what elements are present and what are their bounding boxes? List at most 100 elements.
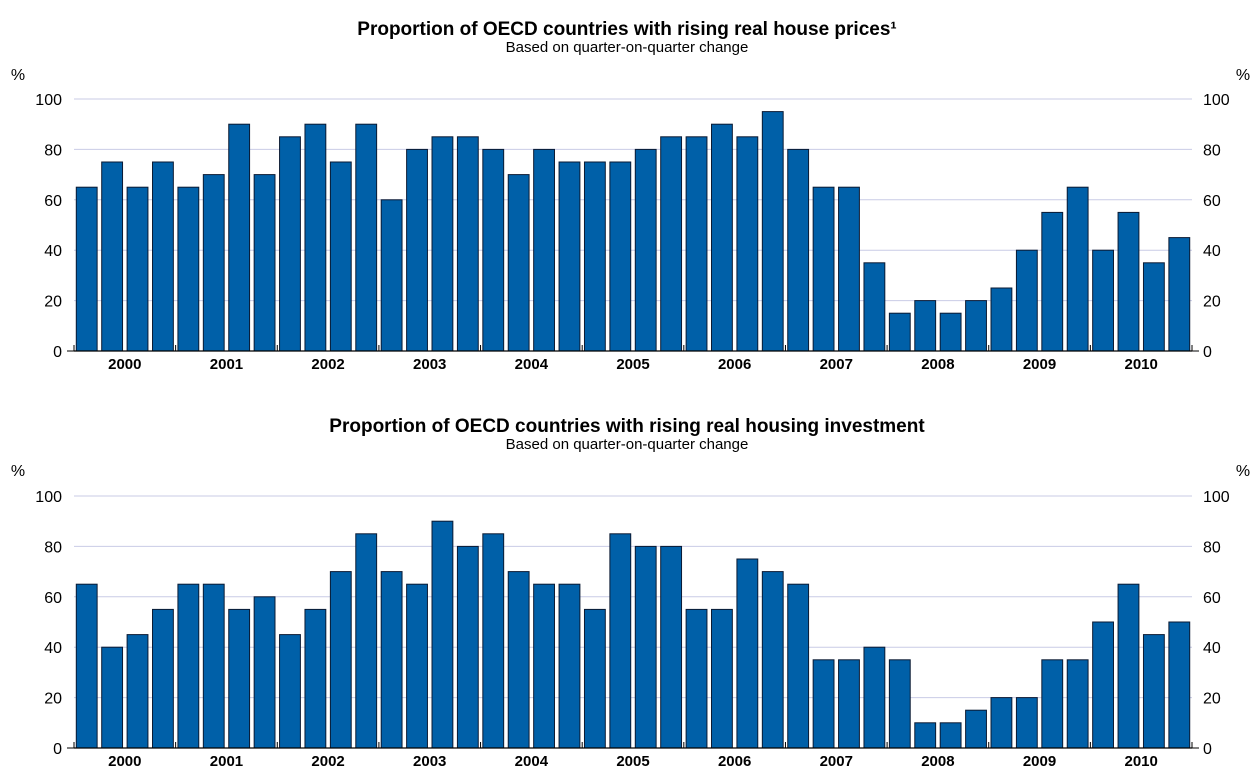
y-tick-label-left: 20 <box>44 294 62 311</box>
y-tick-label-right: 80 <box>1203 142 1221 159</box>
x-tick-label: 2007 <box>820 356 853 373</box>
bar <box>253 596 276 749</box>
y-tick-label-right: 60 <box>1203 193 1221 210</box>
axes <box>67 345 1199 352</box>
x-tick-label: 2004 <box>515 753 549 768</box>
bar <box>888 659 911 749</box>
bar <box>914 300 937 352</box>
bar <box>177 583 200 749</box>
y-tick-label-left: 60 <box>44 590 62 607</box>
bar <box>838 659 860 749</box>
y-tick-label-right: 60 <box>1203 590 1221 607</box>
bar <box>660 545 683 749</box>
bar <box>583 161 606 352</box>
y-tick-label-right: 40 <box>1203 243 1221 260</box>
bar <box>533 148 555 352</box>
bar <box>990 287 1013 352</box>
bar <box>431 136 454 352</box>
x-tick-label: 2001 <box>210 356 243 373</box>
bar <box>152 161 174 352</box>
x-tick-label: 2010 <box>1124 753 1157 768</box>
bar <box>685 608 708 749</box>
y-tick-label-left: 100 <box>35 489 62 506</box>
y-tick-label-right: 20 <box>1203 294 1221 311</box>
bar <box>202 583 225 749</box>
y-unit-right: % <box>1236 67 1250 84</box>
bar <box>787 148 810 352</box>
x-tick-label: 2000 <box>108 356 141 373</box>
bar <box>838 186 860 352</box>
bar <box>75 583 98 749</box>
bar <box>1066 186 1089 352</box>
chart-subtitle: Based on quarter-on-quarter change <box>506 39 749 56</box>
bar <box>558 161 581 352</box>
bar <box>1092 249 1114 352</box>
x-tick-label: 2002 <box>311 753 344 768</box>
bar <box>279 136 301 352</box>
bar <box>1168 237 1191 352</box>
bar <box>406 148 428 352</box>
y-tick-label-right: 0 <box>1203 741 1212 758</box>
x-tick-label: 2008 <box>921 356 954 373</box>
bar <box>914 722 937 749</box>
bar <box>965 709 987 749</box>
bar <box>202 174 225 352</box>
bar <box>761 111 784 352</box>
x-tick-label: 2006 <box>718 753 751 768</box>
bar <box>304 608 327 749</box>
bar <box>126 634 149 749</box>
bar <box>1015 697 1038 749</box>
bar <box>101 161 124 352</box>
y-tick-labels: 0 0 20 20 40 40 60 60 80 80 100 100 <box>35 489 1230 758</box>
bar <box>761 571 784 749</box>
bar <box>253 174 276 352</box>
x-tick-label: 2005 <box>616 356 649 373</box>
bar <box>177 186 200 352</box>
x-tick-label: 2000 <box>108 753 141 768</box>
bar <box>304 123 327 352</box>
bar <box>329 161 352 352</box>
bar <box>888 312 911 352</box>
y-tick-label-left: 20 <box>44 691 62 708</box>
bar <box>583 608 606 749</box>
y-tick-labels: 0 0 20 20 40 40 60 60 80 80 100 100 <box>35 92 1230 361</box>
bar <box>152 608 174 749</box>
bar <box>939 722 962 749</box>
bar-series <box>75 520 1191 749</box>
bar <box>329 571 352 749</box>
chart-title: Proportion of OECD countries with rising… <box>357 19 896 40</box>
bar <box>736 136 759 352</box>
bar <box>507 571 530 749</box>
y-tick-label-left: 80 <box>44 539 62 556</box>
bar <box>1041 659 1064 749</box>
y-tick-label-left: 40 <box>44 640 62 657</box>
y-tick-label-left: 100 <box>35 92 62 109</box>
bar <box>863 262 886 352</box>
x-tick-label: 2008 <box>921 753 954 768</box>
y-tick-label-right: 20 <box>1203 691 1221 708</box>
y-tick-label-right: 40 <box>1203 640 1221 657</box>
x-tick-label: 2001 <box>210 753 243 768</box>
y-tick-label-left: 40 <box>44 243 62 260</box>
bar <box>126 186 149 352</box>
bar <box>482 533 505 749</box>
bar <box>711 123 733 352</box>
x-tick-label: 2006 <box>718 356 751 373</box>
chart-subtitle: Based on quarter-on-quarter change <box>506 436 749 453</box>
bar <box>634 148 657 352</box>
y-tick-label-right: 100 <box>1203 92 1230 109</box>
bar <box>1066 659 1089 749</box>
bar <box>1117 211 1140 352</box>
x-tick-labels: 2000 2001 2002 2003 2004 2005 2006 2007 2008 2009… <box>108 753 1158 768</box>
bar <box>1142 262 1165 352</box>
bar <box>965 300 987 352</box>
x-tick-label: 2003 <box>413 356 446 373</box>
y-tick-label-right: 100 <box>1203 489 1230 506</box>
bar <box>634 545 657 749</box>
bar <box>228 123 251 352</box>
bar <box>380 571 403 749</box>
bar <box>863 646 886 749</box>
bar <box>1142 634 1165 749</box>
bar <box>1041 211 1064 352</box>
y-tick-label-left: 80 <box>44 142 62 159</box>
